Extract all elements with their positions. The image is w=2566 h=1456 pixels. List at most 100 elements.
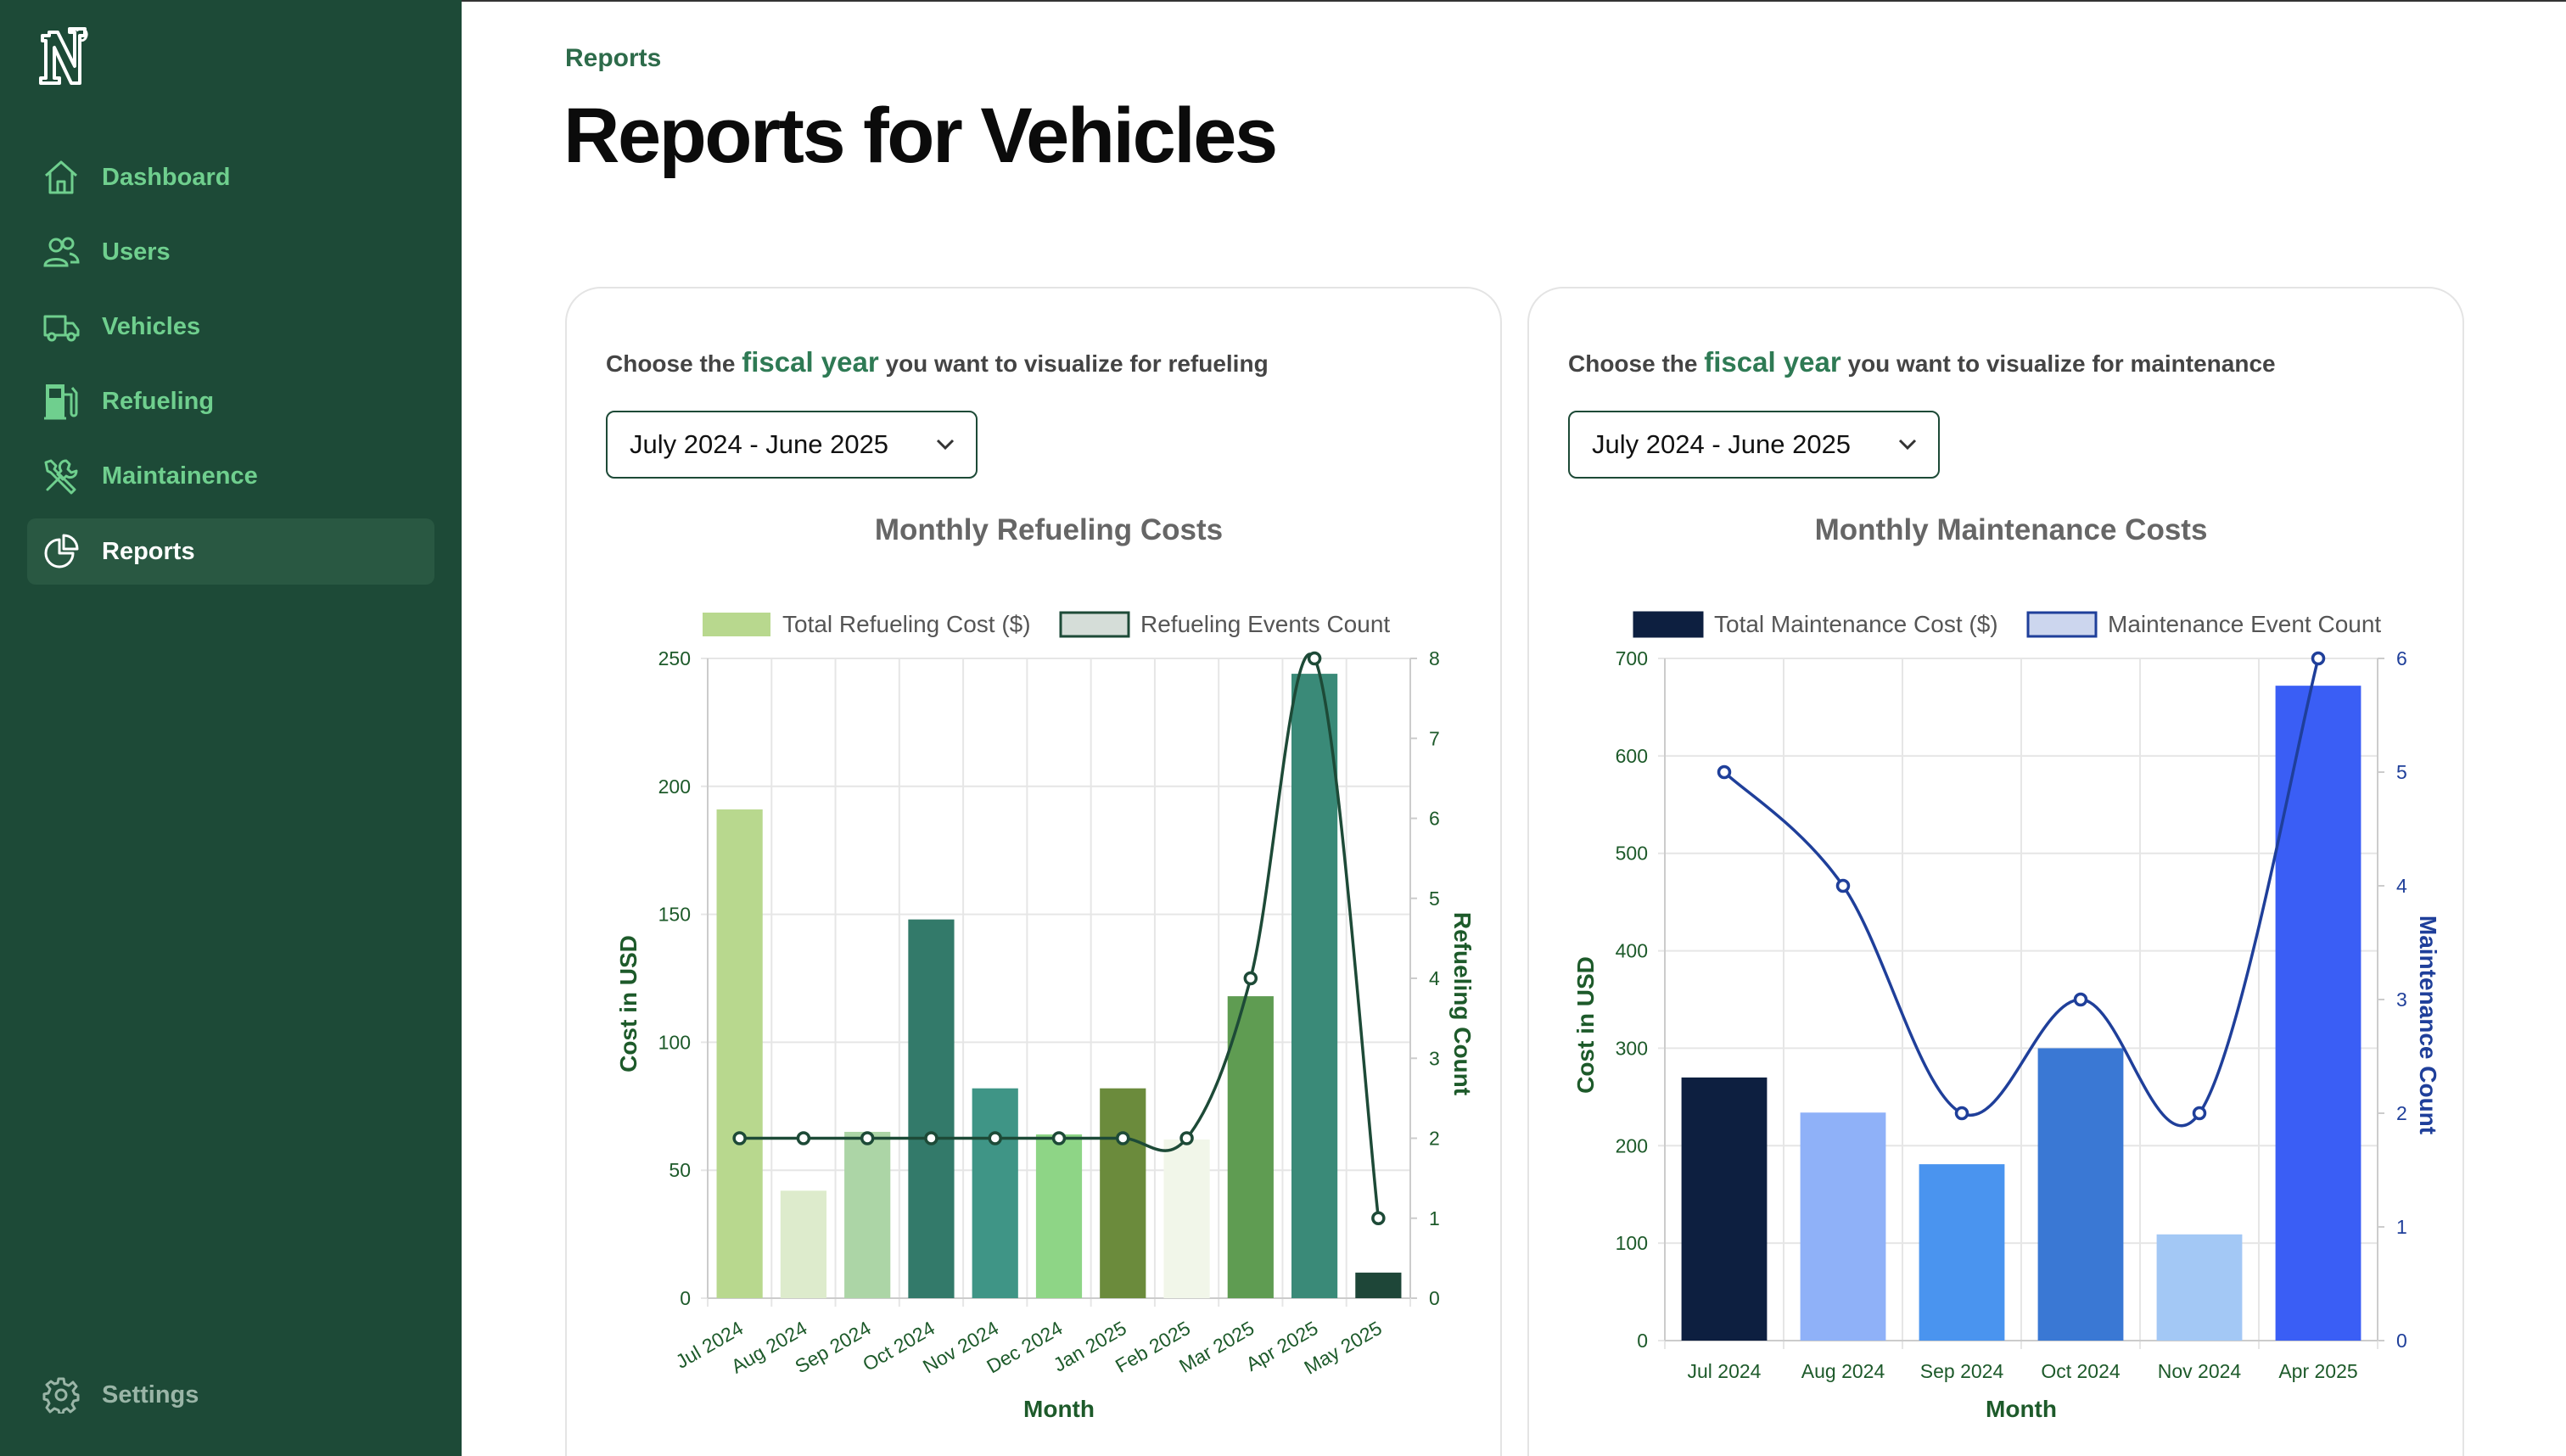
x-axis-title: Month	[1986, 1396, 2057, 1422]
line-point	[1116, 1131, 1130, 1145]
y-tick-label: 200	[1616, 1134, 1648, 1156]
y2-axis-title: Refueling Count	[1449, 912, 1476, 1095]
prompt-suffix: you want to visualize for maintenance	[1847, 350, 2276, 377]
sidebar-item-dashboard[interactable]: Dashboard	[27, 144, 434, 210]
y2-tick-label: 6	[1429, 808, 1440, 830]
x-tick-label: Oct 2024	[2041, 1360, 2121, 1382]
maintenance-fiscal-year-select[interactable]: July 2024 - June 2025	[1568, 411, 1940, 479]
line-point	[2073, 992, 2088, 1007]
refueling-fiscal-year-select[interactable]: July 2024 - June 2025	[606, 411, 978, 479]
maintenance-prompt: Choose the fiscal year you want to visua…	[1568, 346, 2276, 378]
sidebar-item-reports[interactable]: Reports	[27, 518, 434, 585]
legend-label-bar: Total Maintenance Cost ($)	[1714, 611, 1998, 637]
line-point	[988, 1131, 1002, 1145]
x-tick-label: Sep 2024	[1920, 1360, 2004, 1382]
prompt-prefix: Choose the	[606, 350, 736, 377]
sidebar-item-settings[interactable]: Settings	[27, 1362, 434, 1428]
chart-bar	[908, 919, 955, 1298]
maintenance-chart: Monthly Maintenance Costs Total Maintenan…	[1572, 513, 2441, 1422]
legend-swatch-line	[2026, 611, 2098, 638]
sidebar-item-users[interactable]: Users	[27, 219, 434, 285]
chart-title: Monthly Maintenance Costs	[1815, 513, 2208, 546]
sidebar-item-label: Refueling	[102, 387, 215, 415]
line-point	[1179, 1131, 1194, 1145]
series-line	[739, 652, 1381, 1218]
y2-tick-label: 0	[2396, 1330, 2407, 1352]
y-tick-label: 100	[1616, 1232, 1648, 1254]
y2-tick-label: 5	[2396, 761, 2407, 783]
x-axis-title: Month	[1023, 1396, 1095, 1422]
y2-tick-label: 6	[2396, 647, 2407, 669]
chevron-down-icon	[1898, 439, 1917, 451]
y-axis-title: Cost in USD	[1572, 956, 1599, 1094]
legend-swatch-bar	[1633, 611, 1704, 638]
breadcrumb[interactable]: Reports	[565, 44, 662, 72]
chart-bar	[1291, 674, 1338, 1298]
refueling-report-card: Choose the fiscal year you want to visua…	[565, 287, 1502, 1456]
line-point	[1243, 971, 1258, 986]
y-tick-label: 0	[680, 1287, 691, 1309]
line-point	[860, 1131, 875, 1145]
window-top-border	[0, 0, 2566, 2]
chart-bar	[1919, 1164, 2005, 1341]
line-point	[796, 1131, 811, 1145]
legend-label-line: Maintenance Event Count	[2108, 611, 2381, 637]
x-tick-label: Jul 2024	[1688, 1360, 1762, 1382]
y2-tick-label: 1	[2396, 1216, 2407, 1238]
y2-tick-label: 2	[1429, 1128, 1440, 1150]
sidebar-item-refueling[interactable]: Refueling	[27, 368, 434, 434]
fuel-pump-icon	[41, 381, 81, 422]
legend-swatch-bar	[703, 613, 770, 636]
prompt-prefix: Choose the	[1568, 350, 1698, 377]
y2-tick-label: 3	[2396, 988, 2407, 1011]
y2-tick-label: 5	[1429, 888, 1440, 910]
sidebar-item-label: Settings	[102, 1380, 199, 1408]
prompt-suffix: you want to visualize for refueling	[885, 350, 1269, 377]
y-tick-label: 0	[1637, 1330, 1648, 1352]
chart-bar	[1035, 1134, 1083, 1298]
truck-icon	[41, 306, 81, 347]
y-tick-label: 50	[669, 1159, 691, 1181]
users-icon	[41, 232, 81, 272]
x-tick-label: Apr 2025	[2278, 1360, 2357, 1382]
sidebar-item-label: Reports	[102, 537, 195, 565]
chart-bar	[1681, 1077, 1768, 1341]
sidebar-item-maintenance[interactable]: Maintainence	[27, 443, 434, 509]
y2-tick-label: 2	[2396, 1102, 2407, 1124]
home-icon	[41, 157, 81, 198]
line-point	[2311, 651, 2326, 666]
refueling-chart: Monthly Refueling Costs Total Refueling C…	[615, 513, 1476, 1422]
chart-title: Monthly Refueling Costs	[875, 513, 1223, 546]
sidebar-item-label: Maintainence	[102, 462, 258, 490]
line-point	[732, 1131, 747, 1145]
chart-bar	[1355, 1272, 1402, 1298]
x-tick-label: Aug 2024	[1801, 1360, 1885, 1382]
y-tick-label: 700	[1616, 647, 1648, 669]
prompt-highlight: fiscal year	[742, 346, 879, 378]
prompt-highlight: fiscal year	[1704, 346, 1841, 378]
y-tick-label: 400	[1616, 940, 1648, 962]
chevron-down-icon	[936, 439, 955, 451]
y-tick-label: 200	[658, 776, 691, 798]
y2-axis-title: Maintenance Count	[2415, 916, 2441, 1134]
chart-bar	[1227, 996, 1274, 1298]
sidebar-item-vehicles[interactable]: Vehicles	[27, 294, 434, 360]
chart-bar	[844, 1131, 891, 1298]
page-title: Reports for Vehicles	[563, 92, 1278, 179]
y2-tick-label: 7	[1429, 727, 1440, 749]
y-tick-label: 100	[658, 1031, 691, 1053]
y-tick-label: 500	[1616, 843, 1648, 865]
app-logo[interactable]	[37, 27, 93, 88]
selected-fiscal-year: July 2024 - June 2025	[630, 429, 889, 459]
line-point	[1835, 878, 1851, 893]
y2-tick-label: 4	[2396, 875, 2407, 897]
legend-swatch-line	[1059, 611, 1130, 638]
legend-label-bar: Total Refueling Cost ($)	[782, 611, 1031, 637]
line-point	[1051, 1131, 1067, 1145]
y2-tick-label: 3	[1429, 1047, 1440, 1069]
chart-bar	[1163, 1140, 1210, 1298]
selected-fiscal-year: July 2024 - June 2025	[1592, 429, 1852, 459]
y-tick-label: 600	[1616, 745, 1648, 767]
pie-chart-icon	[41, 531, 81, 572]
line-point	[2192, 1106, 2207, 1121]
